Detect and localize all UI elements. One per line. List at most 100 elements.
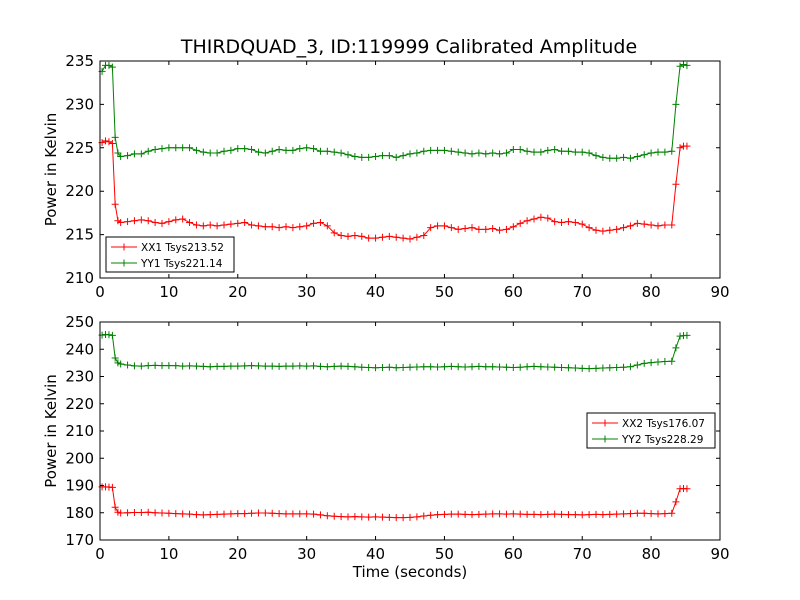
x-tick-label: 0	[95, 545, 105, 563]
data-point	[234, 510, 242, 518]
data-point	[530, 215, 538, 223]
x-tick-label: 30	[297, 545, 316, 563]
data-point	[558, 364, 566, 372]
data-point	[254, 148, 262, 156]
data-point	[124, 361, 132, 369]
series-xx2	[98, 483, 691, 522]
x-tick-label: 10	[159, 545, 178, 563]
data-point	[530, 148, 538, 156]
data-point	[654, 222, 662, 230]
data-point	[372, 234, 380, 242]
legend-label: XX1 Tsys213.52	[141, 242, 224, 254]
data-point	[440, 510, 448, 518]
data-point	[640, 509, 648, 517]
series-yy2	[98, 331, 691, 373]
data-point	[330, 512, 338, 520]
data-point	[599, 364, 607, 372]
data-point	[323, 363, 331, 371]
data-point	[647, 221, 655, 229]
data-point	[344, 513, 352, 521]
y-tick-label: 220	[65, 182, 94, 200]
data-point	[571, 218, 579, 226]
data-point	[179, 215, 187, 223]
data-point	[372, 364, 380, 372]
data-point	[537, 148, 545, 156]
data-point	[447, 510, 455, 518]
data-point	[248, 362, 256, 370]
data-point	[358, 513, 366, 521]
data-point	[275, 510, 283, 518]
data-point	[206, 511, 214, 519]
data-point	[144, 362, 152, 370]
data-point	[654, 148, 662, 156]
data-point	[234, 362, 242, 370]
y-axis-label: Power in Kelvin	[42, 374, 60, 488]
data-point	[413, 233, 421, 241]
data-point	[316, 362, 324, 370]
data-point	[613, 154, 621, 162]
data-point	[186, 362, 194, 370]
data-point	[296, 510, 304, 518]
data-point	[406, 363, 414, 371]
data-point	[544, 214, 552, 222]
data-point	[192, 146, 200, 154]
data-point	[406, 235, 414, 243]
data-point	[516, 146, 524, 154]
data-point	[206, 363, 214, 371]
data-point	[330, 362, 338, 370]
data-point	[351, 363, 359, 371]
data-point	[683, 61, 691, 69]
data-point	[130, 150, 138, 158]
data-point	[461, 149, 469, 157]
data-point	[564, 511, 572, 519]
data-point	[427, 224, 435, 232]
data-point	[199, 511, 207, 519]
data-point	[585, 511, 593, 519]
data-point	[385, 152, 393, 160]
data-point	[413, 149, 421, 157]
data-point	[461, 363, 469, 371]
data-point	[351, 152, 359, 160]
data-point	[420, 147, 428, 155]
data-point	[206, 221, 214, 229]
data-point	[241, 510, 249, 518]
data-point	[620, 510, 628, 518]
x-tick-label: 0	[95, 283, 105, 301]
data-point	[413, 363, 421, 371]
y-tick-label: 180	[65, 504, 94, 522]
data-point	[558, 147, 566, 155]
data-point	[179, 362, 187, 370]
data-point	[296, 362, 304, 370]
data-point	[337, 513, 345, 521]
series-yy1	[98, 60, 691, 162]
data-point	[192, 511, 200, 519]
data-point	[365, 364, 373, 372]
legend-box	[105, 236, 235, 273]
data-point	[551, 218, 559, 226]
data-point	[447, 224, 455, 232]
y-axis-label: Power in Kelvin	[42, 113, 60, 227]
x-tick-label: 70	[573, 545, 592, 563]
data-point	[420, 363, 428, 371]
data-point	[392, 233, 400, 241]
y-tick-label: 220	[65, 395, 94, 413]
data-point	[578, 220, 586, 228]
data-point	[358, 363, 366, 371]
x-tick-label: 30	[297, 283, 316, 301]
data-point	[668, 147, 676, 155]
data-point	[351, 513, 359, 521]
data-point	[275, 362, 283, 370]
data-point	[633, 152, 641, 160]
data-point	[261, 362, 269, 370]
data-point	[289, 362, 297, 370]
legend-box	[586, 412, 716, 449]
data-point	[440, 363, 448, 371]
data-point	[124, 152, 132, 160]
data-point	[475, 149, 483, 157]
x-axis-label: Time (seconds)	[352, 563, 468, 581]
series-line	[101, 63, 688, 159]
data-point	[117, 152, 125, 160]
data-point	[172, 216, 180, 224]
data-point	[502, 510, 510, 518]
legend-entry: XX2 Tsys176.07	[592, 418, 705, 430]
